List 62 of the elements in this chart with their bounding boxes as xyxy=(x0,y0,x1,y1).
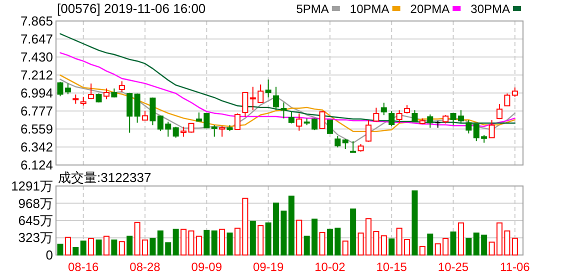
legend-label: 5PMA xyxy=(296,2,329,16)
bar xyxy=(88,238,94,256)
y-tick-label: 7.865 xyxy=(20,14,53,28)
bar xyxy=(458,222,464,256)
legend-label: 10PMA xyxy=(350,2,390,16)
bar xyxy=(380,235,387,256)
bar xyxy=(250,220,256,256)
bar xyxy=(150,238,156,256)
y-tick-label: 6.342 xyxy=(20,139,53,154)
text: 成交量:3122337 xyxy=(58,170,152,185)
bar xyxy=(126,236,133,256)
x-tick-label: 10-02 xyxy=(314,260,346,274)
bar xyxy=(80,240,86,256)
bar xyxy=(288,196,294,256)
x-tick-label: 08-28 xyxy=(130,260,161,274)
bar xyxy=(111,240,118,256)
y-tick-label: 7.430 xyxy=(20,49,53,64)
y-tick-label: 6.559 xyxy=(20,122,53,137)
bar xyxy=(412,190,418,256)
y-tick-label: 6.124 xyxy=(20,158,53,172)
bar xyxy=(319,232,326,256)
y-tick-label: 645万 xyxy=(18,213,53,228)
legend-label: 30PMA xyxy=(470,2,510,16)
bar xyxy=(204,230,210,256)
bar xyxy=(211,230,218,256)
bar xyxy=(350,208,356,256)
bar xyxy=(96,240,102,256)
x-tick-label: 09-09 xyxy=(191,260,222,274)
line-series xyxy=(60,78,516,144)
bar xyxy=(172,228,179,256)
x-tick-label: 11-06 xyxy=(500,260,530,274)
bar xyxy=(258,225,264,256)
bar xyxy=(388,238,395,256)
chart-title: [00576] 2019-11-06 16:00 xyxy=(57,1,206,16)
bar xyxy=(103,236,110,256)
y-tick-label: 6.994 xyxy=(20,86,53,101)
y-tick-label: 0 xyxy=(46,248,53,262)
bar xyxy=(196,236,202,256)
bar xyxy=(64,236,71,256)
y-tick-label: 1291万 xyxy=(11,178,53,194)
bar xyxy=(296,220,302,256)
bar xyxy=(342,240,348,256)
y-tick-label: 7.212 xyxy=(20,68,53,83)
bar xyxy=(219,228,226,256)
x-tick-label: 10-15 xyxy=(376,260,408,274)
bar xyxy=(419,246,426,256)
y-tick-label: 7.647 xyxy=(20,32,53,47)
x-tick-label: 08-16 xyxy=(68,260,100,274)
bar xyxy=(427,234,434,256)
bar xyxy=(118,241,125,256)
bar xyxy=(512,238,518,256)
y-tick-label: 968万 xyxy=(18,196,53,211)
bar xyxy=(57,244,64,256)
bar xyxy=(450,232,456,256)
y-tick-label: 323万 xyxy=(18,230,53,246)
legend-label: 20PMA xyxy=(410,2,450,16)
bar xyxy=(226,232,233,256)
bar xyxy=(72,247,79,256)
x-tick-label: 09-19 xyxy=(252,260,284,274)
x-tick-label: 10-25 xyxy=(438,260,469,274)
bar xyxy=(466,238,472,256)
y-tick-label: 6.777 xyxy=(20,103,53,118)
